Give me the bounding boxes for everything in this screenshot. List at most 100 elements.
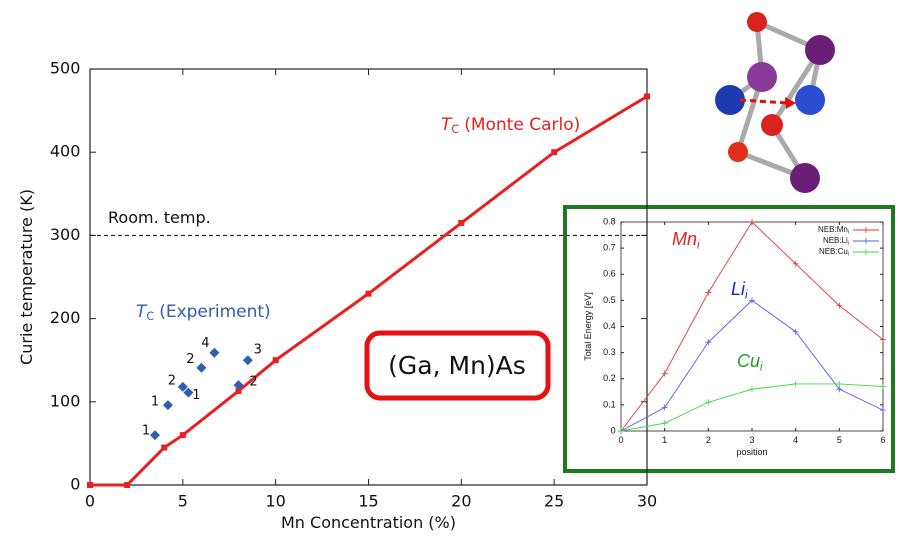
label-box-text: (Ga, Mn)As — [388, 351, 526, 380]
x-tick-label: 15 — [358, 491, 378, 510]
annotation: Mni — [672, 229, 700, 252]
legend-marker — [863, 238, 869, 244]
annotation: TC (Monte Carlo) — [441, 115, 580, 136]
y-tick-label: 0.3 — [603, 347, 616, 357]
point-marker — [836, 380, 843, 387]
x-axis-label: position — [736, 447, 767, 457]
point-label: 2 — [168, 373, 176, 388]
point-marker — [458, 219, 465, 226]
legend-marker — [863, 227, 869, 233]
annotation-text: (Monte Carlo) — [464, 115, 580, 135]
scatter-point — [233, 380, 244, 391]
symbol: NEB:Mn — [818, 225, 848, 234]
legend-marker — [863, 249, 869, 255]
point-label: 1 — [192, 388, 200, 403]
x-tick-label: 1 — [662, 435, 667, 445]
subscript: i — [760, 360, 763, 373]
y-tick-label: 0.7 — [603, 243, 616, 253]
point-marker — [235, 387, 242, 394]
point-marker — [880, 383, 886, 390]
x-tick-label: 3 — [749, 435, 754, 445]
point-marker — [705, 399, 712, 406]
point-marker — [272, 357, 279, 364]
y-tick-label: 0.8 — [603, 216, 616, 226]
point-marker — [551, 149, 558, 156]
point-label: 2 — [186, 352, 194, 367]
inset-frame — [563, 205, 895, 473]
y-axis-label: Total Energy [eV] — [583, 292, 593, 361]
scatter-point — [209, 347, 220, 358]
subscript: i — [848, 230, 849, 236]
label-box — [364, 330, 551, 401]
x-tick-label: 0 — [618, 435, 623, 445]
y-tick-label: 0.4 — [603, 321, 616, 331]
x-tick-label: 25 — [544, 491, 564, 510]
symbol: Cu — [737, 351, 760, 371]
x-tick-label: 5 — [178, 491, 188, 510]
point-marker — [644, 93, 650, 100]
point-marker — [792, 380, 799, 387]
point-marker — [365, 290, 372, 297]
point-marker — [161, 444, 168, 451]
scatter-point — [177, 381, 188, 392]
annotation: Lii — [731, 279, 748, 302]
y-tick-label: 400 — [50, 142, 81, 161]
subscript: C — [451, 123, 459, 136]
y-tick-label: 500 — [50, 59, 81, 78]
point-marker — [792, 328, 799, 335]
point-marker — [618, 428, 624, 434]
y-tick-label: 300 — [50, 225, 81, 244]
point-marker — [749, 297, 755, 304]
point-marker — [836, 386, 843, 393]
scatter-point — [242, 355, 253, 366]
point-label: 1 — [151, 395, 159, 410]
subscript: i — [745, 288, 748, 301]
point-marker — [661, 420, 668, 427]
y-tick-label: 0.5 — [603, 295, 616, 305]
point-label: 4 — [201, 336, 209, 351]
scatter-point — [183, 387, 194, 398]
scatter-point — [196, 362, 207, 373]
symbol: Li — [731, 279, 746, 299]
point-marker — [792, 260, 799, 267]
point-label: 3 — [254, 343, 262, 358]
x-tick-label: 4 — [793, 435, 798, 445]
point-label: 2 — [249, 375, 257, 390]
symbol: Mn — [672, 229, 697, 249]
point-marker — [179, 432, 186, 439]
crystal-illustration — [715, 12, 835, 193]
symbol: NEB:Cu — [819, 247, 848, 256]
y-tick-label: 0 — [70, 475, 80, 494]
x-tick-label: 2 — [706, 435, 711, 445]
x-tick-label: 30 — [637, 491, 657, 510]
y-axis-label: Curie temperature (K) — [17, 189, 36, 365]
symbol: T — [136, 302, 148, 322]
x-tick-label: 5 — [837, 435, 842, 445]
x-axis-label: Mn Concentration (%) — [281, 513, 456, 532]
scatter-point — [149, 430, 160, 441]
point-marker — [880, 336, 886, 343]
point-marker — [880, 407, 886, 414]
annotation: TC (Experiment) — [136, 302, 271, 323]
legend-label: NEB:Mni — [818, 225, 849, 236]
point-marker — [661, 404, 668, 411]
subscript: i — [848, 252, 849, 258]
y-tick-label: 200 — [50, 308, 81, 327]
y-tick-label: 0.1 — [603, 399, 616, 409]
x-tick-label: 6 — [880, 435, 885, 445]
subscript: C — [146, 310, 154, 323]
annotation: Cui — [737, 351, 763, 374]
y-tick-label: 0 — [611, 425, 616, 435]
scatter-point — [162, 400, 173, 411]
symbol: T — [441, 115, 453, 135]
subscript: i — [697, 238, 700, 251]
legend-label: NEB:Lii — [823, 236, 849, 247]
x-tick-label: 20 — [451, 491, 471, 510]
symbol: NEB:Li — [823, 236, 848, 245]
point-label: 1 — [142, 424, 150, 439]
point-marker — [749, 386, 755, 393]
legend-label: NEB:Cui — [819, 247, 849, 258]
point-marker — [87, 482, 93, 488]
x-tick-label: 10 — [265, 491, 285, 510]
